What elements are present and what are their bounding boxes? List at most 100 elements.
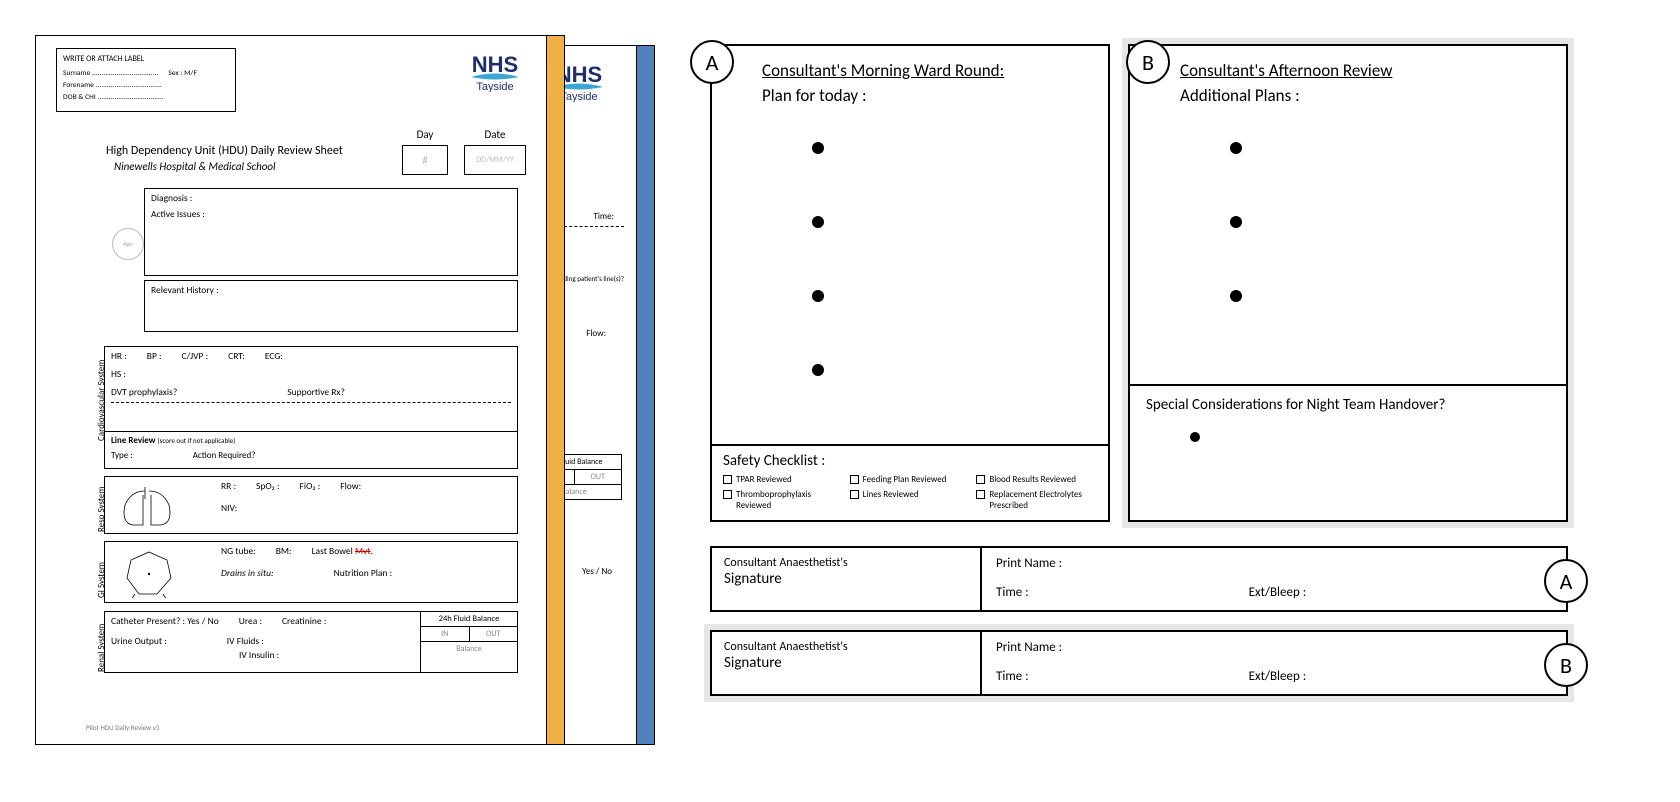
sig-time: Time :	[996, 585, 1029, 600]
sheet-subtitle: Ninewells Hospital & Medical School	[114, 160, 276, 173]
panel-b-sub: Additional Plans :	[1180, 85, 1566, 106]
fb-out: OUT	[470, 627, 518, 641]
bp: BP :	[147, 350, 162, 362]
signature-b: Consultant Anaesthetist's Signature Prin…	[710, 630, 1568, 696]
chk-2: Blood Results Reviewed	[989, 474, 1076, 485]
signature-a: Consultant Anaesthetist's Signature Prin…	[710, 546, 1568, 612]
action: Action Required?	[193, 450, 256, 461]
chk-0: TPAR Reviewed	[736, 474, 792, 485]
gold-accent-bar	[546, 36, 564, 744]
active-label: Active Issues :	[151, 208, 511, 220]
checkbox[interactable]	[976, 475, 985, 484]
checkbox[interactable]	[723, 490, 732, 499]
surname-label: Surname	[63, 69, 90, 78]
chk-4: Lines Reviewed	[863, 489, 919, 500]
svg-text:Tayside: Tayside	[560, 91, 597, 102]
sig-timeb: Time :	[996, 669, 1029, 684]
sig-l1: Consultant Anaesthetist's	[724, 556, 968, 570]
line-note: (score out if not applicable)	[158, 436, 236, 445]
checkbox[interactable]	[850, 490, 859, 499]
gi-icon	[119, 548, 179, 598]
date-label: Date	[464, 128, 526, 141]
cardio-dashed	[111, 402, 511, 403]
checkbox[interactable]	[850, 475, 859, 484]
ng: NG tube:	[221, 545, 256, 557]
last-bowel: Last Bowel Mvt.	[312, 545, 373, 557]
badge-b: B	[1126, 40, 1170, 84]
sex-label: Sex : M/F	[168, 69, 196, 78]
chk-3: Thromboprophylaxis Reviewed	[736, 489, 844, 511]
cjvp: C/JVP :	[182, 350, 209, 362]
day-box[interactable]: #	[402, 145, 448, 175]
renal-box: Catheter Present? : Yes / No Urea : Crea…	[104, 611, 518, 673]
sig-badge-b: B	[1544, 643, 1588, 687]
checkbox[interactable]	[723, 475, 732, 484]
fb-in: IN	[421, 627, 470, 641]
history-box: Relevant History :	[144, 280, 518, 332]
niv: NIV:	[221, 502, 511, 514]
sig-l2: Signature	[724, 570, 968, 588]
ecg: ECG:	[265, 350, 283, 362]
panel-b-title: Consultant's Afternoon Review	[1180, 60, 1566, 81]
sheet-title: High Dependency Unit (HDU) Daily Review …	[106, 144, 343, 158]
panel-a: Consultant's Morning Ward Round: Plan fo…	[710, 44, 1110, 522]
day-col: Day #	[402, 128, 448, 175]
safety-title: Safety Checklist :	[723, 452, 1097, 470]
fluid-balance-box: 24h Fluid Balance IN OUT Balance	[420, 611, 518, 673]
rr: RR :	[221, 480, 236, 492]
urea: Urea :	[239, 615, 262, 627]
back-yesno: Yes / No	[582, 566, 612, 577]
panel-b-bullets	[1230, 142, 1566, 302]
patient-label-box: WRITE OR ATTACH LABEL Surname Sex : M/F …	[56, 48, 236, 112]
svg-text:Tayside: Tayside	[476, 81, 513, 92]
spo2: SpO₂ :	[256, 480, 280, 492]
panel-a-title: Consultant's Morning Ward Round:	[762, 60, 1108, 81]
sig-extb: Ext/Bleep :	[1249, 669, 1307, 684]
panel-a-bullets	[812, 142, 1108, 376]
lungs-icon	[111, 483, 185, 528]
dobchi-label: DOB & CHI	[63, 93, 96, 102]
back-fb-out: OUT	[575, 470, 622, 484]
gi-box: NG tube: BM: Last Bowel Mvt. Drains in s…	[104, 541, 518, 603]
forename-label: Forename	[63, 81, 94, 90]
type: Type :	[111, 450, 133, 461]
dvt: DVT prophylaxis?	[111, 386, 177, 398]
front-sheet: WRITE OR ATTACH LABEL Surname Sex : M/F …	[35, 35, 565, 745]
diagnosis-box: Diagnosis : Active Issues :	[144, 188, 518, 276]
day-date: Day # Date DD/MM/YY	[402, 128, 526, 175]
hs: HS :	[111, 368, 511, 380]
cath: Catheter Present? : Yes / No	[111, 615, 219, 627]
fb-hdr: 24h Fluid Balance	[421, 612, 517, 627]
drains: Drains in situ:	[221, 567, 274, 579]
hr: HR :	[111, 350, 127, 362]
supp: Supportive Rx?	[287, 386, 345, 398]
sig-l1b: Consultant Anaesthetist's	[724, 640, 968, 654]
age-circle: Age	[112, 228, 144, 260]
date-box[interactable]: DD/MM/YY	[464, 145, 526, 175]
back-dashed	[564, 226, 624, 227]
special-bullet	[1190, 432, 1200, 442]
sig-ext: Ext/Bleep :	[1249, 585, 1307, 600]
bm: BM:	[276, 545, 292, 557]
pilot-footer: Pilot HDU Daily Review v3	[86, 723, 159, 732]
crt: CRT:	[228, 350, 245, 362]
resp-box: RR : SpO₂ : FiO₂ : Flow: NIV:	[104, 476, 518, 534]
nhs-logo-front: NHS Tayside	[460, 52, 530, 92]
line-review-box: Line Review (score out if not applicable…	[104, 431, 518, 469]
flow: Flow:	[340, 480, 361, 492]
fb-bal: Balance	[421, 642, 517, 656]
svg-text:NHS: NHS	[472, 52, 518, 77]
blue-accent-bar	[636, 46, 654, 744]
special-considerations: Special Considerations for Night Team Ha…	[1130, 384, 1566, 520]
sig-badge-a: A	[1544, 559, 1588, 603]
ivf: IV Fluids :	[227, 635, 264, 647]
diag-label: Diagnosis :	[151, 192, 511, 204]
panel-b: Consultant's Afternoon Review Additional…	[1128, 44, 1568, 522]
line-rev: Line Review	[111, 435, 156, 446]
back-time: Time:	[593, 211, 614, 222]
urine: Urine Output :	[111, 635, 167, 647]
day-label: Day	[402, 128, 448, 141]
sheet-stack: NHS Tayside Time: ... regarding patient'…	[35, 35, 655, 755]
special-title: Special Considerations for Night Team Ha…	[1146, 396, 1550, 414]
checkbox[interactable]	[976, 490, 985, 499]
